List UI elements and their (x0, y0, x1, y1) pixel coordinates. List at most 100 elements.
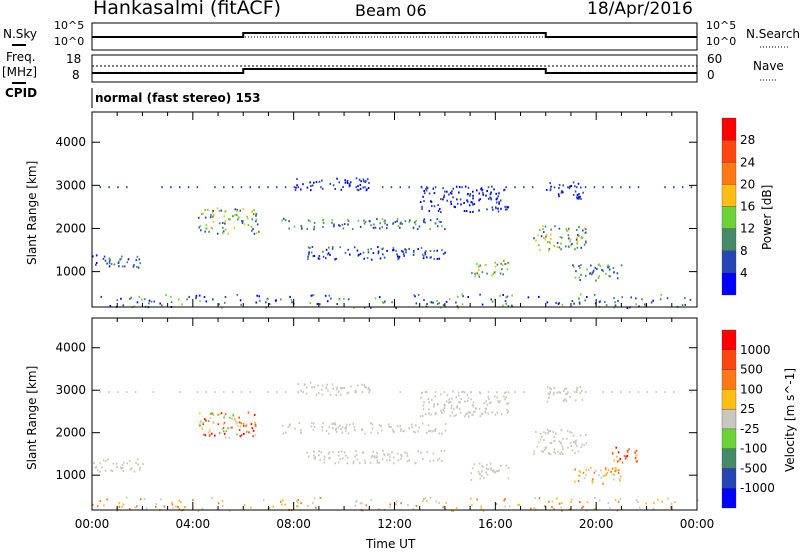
echo-cell (341, 426, 344, 429)
echo-cell (495, 207, 497, 210)
echo-cell (479, 477, 482, 480)
echo-cell (178, 508, 181, 511)
echo-cell (347, 223, 349, 226)
echo-cell (537, 244, 540, 247)
echo-cell (315, 181, 318, 184)
echo-cell (440, 198, 442, 201)
echo-cell (255, 214, 257, 217)
echo-cell (211, 412, 213, 415)
echo-cell (385, 227, 388, 230)
echo-cell (125, 496, 128, 499)
echo-cell (99, 500, 102, 503)
echo-cell (581, 398, 584, 401)
echo-cell (129, 298, 131, 300)
echo-cell (254, 423, 257, 426)
echo-cell (442, 198, 444, 201)
echo-cell (118, 260, 120, 263)
echo-cell (578, 474, 580, 477)
echo-cell (538, 249, 541, 252)
echo-cell (487, 197, 490, 200)
echo-cell (539, 228, 541, 231)
echo-cell (243, 223, 246, 226)
echo-cell (442, 408, 445, 411)
echo-cell (386, 249, 388, 252)
echo-cell (441, 432, 443, 435)
echo-cell (121, 265, 124, 268)
echo-cell (546, 428, 549, 431)
echo-cell (474, 275, 477, 278)
echo-cell (313, 221, 316, 224)
echo-cell (433, 258, 436, 260)
echo-cell (452, 510, 455, 512)
echo-cell (570, 501, 572, 503)
echo-cell (549, 189, 552, 192)
echo-cell (296, 505, 298, 507)
y-tick-label: 4000 (55, 135, 86, 149)
velocity-panel-frame (91, 317, 698, 511)
echo-cell (545, 234, 548, 237)
echo-cell (574, 442, 577, 445)
echo-cell (246, 430, 248, 433)
echo-cell (469, 194, 471, 197)
echo-cell (199, 421, 201, 424)
echo-cell (321, 187, 324, 190)
echo-cell (628, 186, 631, 189)
echo-cell (448, 398, 451, 401)
echo-cell (491, 206, 494, 209)
echo-cell (408, 247, 410, 250)
echo-cell (480, 187, 483, 190)
echo-cell (313, 225, 316, 228)
colorbar-tick-label: 28 (740, 133, 755, 147)
echo-cell (233, 226, 236, 229)
echo-cell (553, 450, 556, 453)
echo-cell (673, 186, 675, 189)
echo-cell (150, 300, 153, 303)
echo-cell (450, 192, 453, 195)
echo-cell (617, 299, 619, 302)
echo-cell (234, 214, 236, 217)
cpid-label: CPID (5, 86, 38, 100)
echo-cell (442, 252, 445, 255)
echo-cell (488, 398, 490, 401)
echo-cell (593, 508, 595, 511)
echo-cell (198, 226, 201, 229)
echo-cell (398, 255, 401, 258)
echo-cell (487, 391, 490, 394)
echo-cell (496, 263, 499, 266)
echo-cell (93, 461, 95, 464)
echo-cell (446, 190, 448, 193)
echo-cell (394, 221, 397, 224)
echo-cell (553, 448, 556, 451)
echo-cell (613, 459, 615, 462)
echo-cell (418, 426, 420, 429)
echo-cell (442, 187, 444, 190)
echo-cell (426, 187, 429, 190)
echo-cell (373, 456, 376, 459)
echo-cell (203, 433, 205, 436)
echo-cell (310, 251, 313, 254)
echo-cell (508, 505, 511, 508)
echo-cell (388, 425, 391, 428)
echo-cell (504, 391, 506, 394)
echo-cell (181, 303, 183, 306)
echo-cell (99, 462, 101, 465)
echo-cell (406, 452, 408, 455)
echo-cell (635, 449, 638, 452)
echo-cell (357, 185, 359, 188)
echo-cell (561, 445, 564, 448)
echo-cell (566, 429, 569, 432)
echo-cell (315, 506, 317, 509)
echo-cell (580, 264, 582, 267)
echo-cell (487, 412, 489, 415)
echo-cell (421, 207, 423, 210)
echo-cell (498, 201, 500, 204)
echo-cell (652, 299, 654, 302)
echo-cell (609, 275, 612, 278)
echo-cell (328, 457, 330, 460)
echo-cell (617, 469, 620, 472)
echo-cell (399, 222, 402, 225)
echo-cell (141, 298, 143, 301)
echo-cell (212, 215, 214, 218)
echo-cell (326, 300, 329, 303)
echo-cell (426, 391, 428, 394)
